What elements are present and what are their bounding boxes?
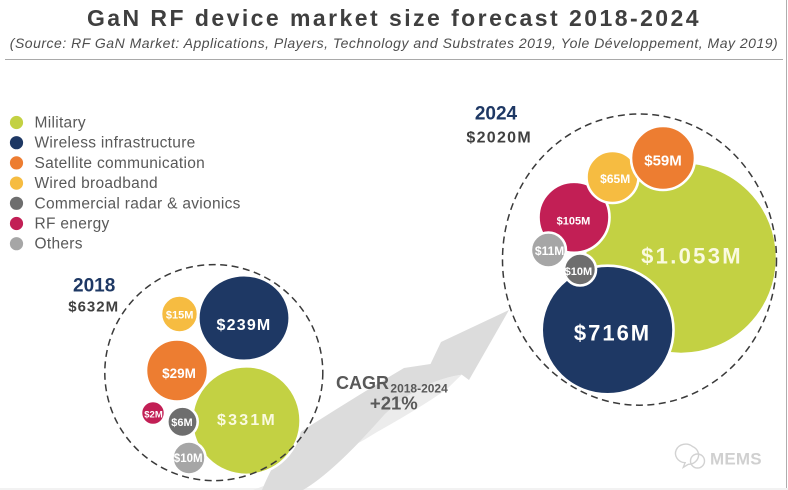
svg-text:Commercial radar & avionics: Commercial radar & avionics (35, 195, 241, 212)
svg-text:Military: Military (35, 115, 86, 132)
svg-text:Wireless infrastructure: Wireless infrastructure (35, 135, 196, 152)
svg-text:Others: Others (35, 236, 83, 253)
svg-text:$10M: $10M (565, 266, 593, 278)
svg-text:2018: 2018 (73, 276, 115, 297)
svg-text:$716M: $716M (574, 321, 651, 346)
svg-text:2024: 2024 (475, 104, 518, 125)
svg-text:$59M: $59M (644, 153, 682, 170)
svg-text:$29M: $29M (162, 366, 196, 381)
svg-text:$11M: $11M (535, 244, 564, 258)
svg-text:$239M: $239M (217, 317, 272, 334)
svg-text:MEMS: MEMS (710, 450, 762, 469)
svg-text:$15M: $15M (166, 310, 194, 322)
svg-text:$10M: $10M (174, 453, 203, 465)
svg-text:$1.053M: $1.053M (641, 244, 743, 269)
svg-text:$2020M: $2020M (466, 130, 532, 147)
svg-text:Wired broadband: Wired broadband (35, 175, 158, 192)
svg-text:+21%: +21% (370, 393, 418, 414)
svg-text:$6M: $6M (171, 417, 192, 429)
svg-text:RF energy: RF energy (35, 216, 110, 233)
svg-text:$105M: $105M (557, 216, 591, 228)
svg-text:$632M: $632M (68, 299, 119, 316)
svg-text:2018-2024: 2018-2024 (390, 382, 448, 396)
svg-text:Satellite communication: Satellite communication (35, 155, 206, 172)
svg-text:$2M: $2M (144, 410, 163, 421)
svg-text:$65M: $65M (600, 172, 630, 186)
svg-text:CAGR: CAGR (336, 373, 389, 393)
svg-text:$331M: $331M (217, 412, 277, 429)
